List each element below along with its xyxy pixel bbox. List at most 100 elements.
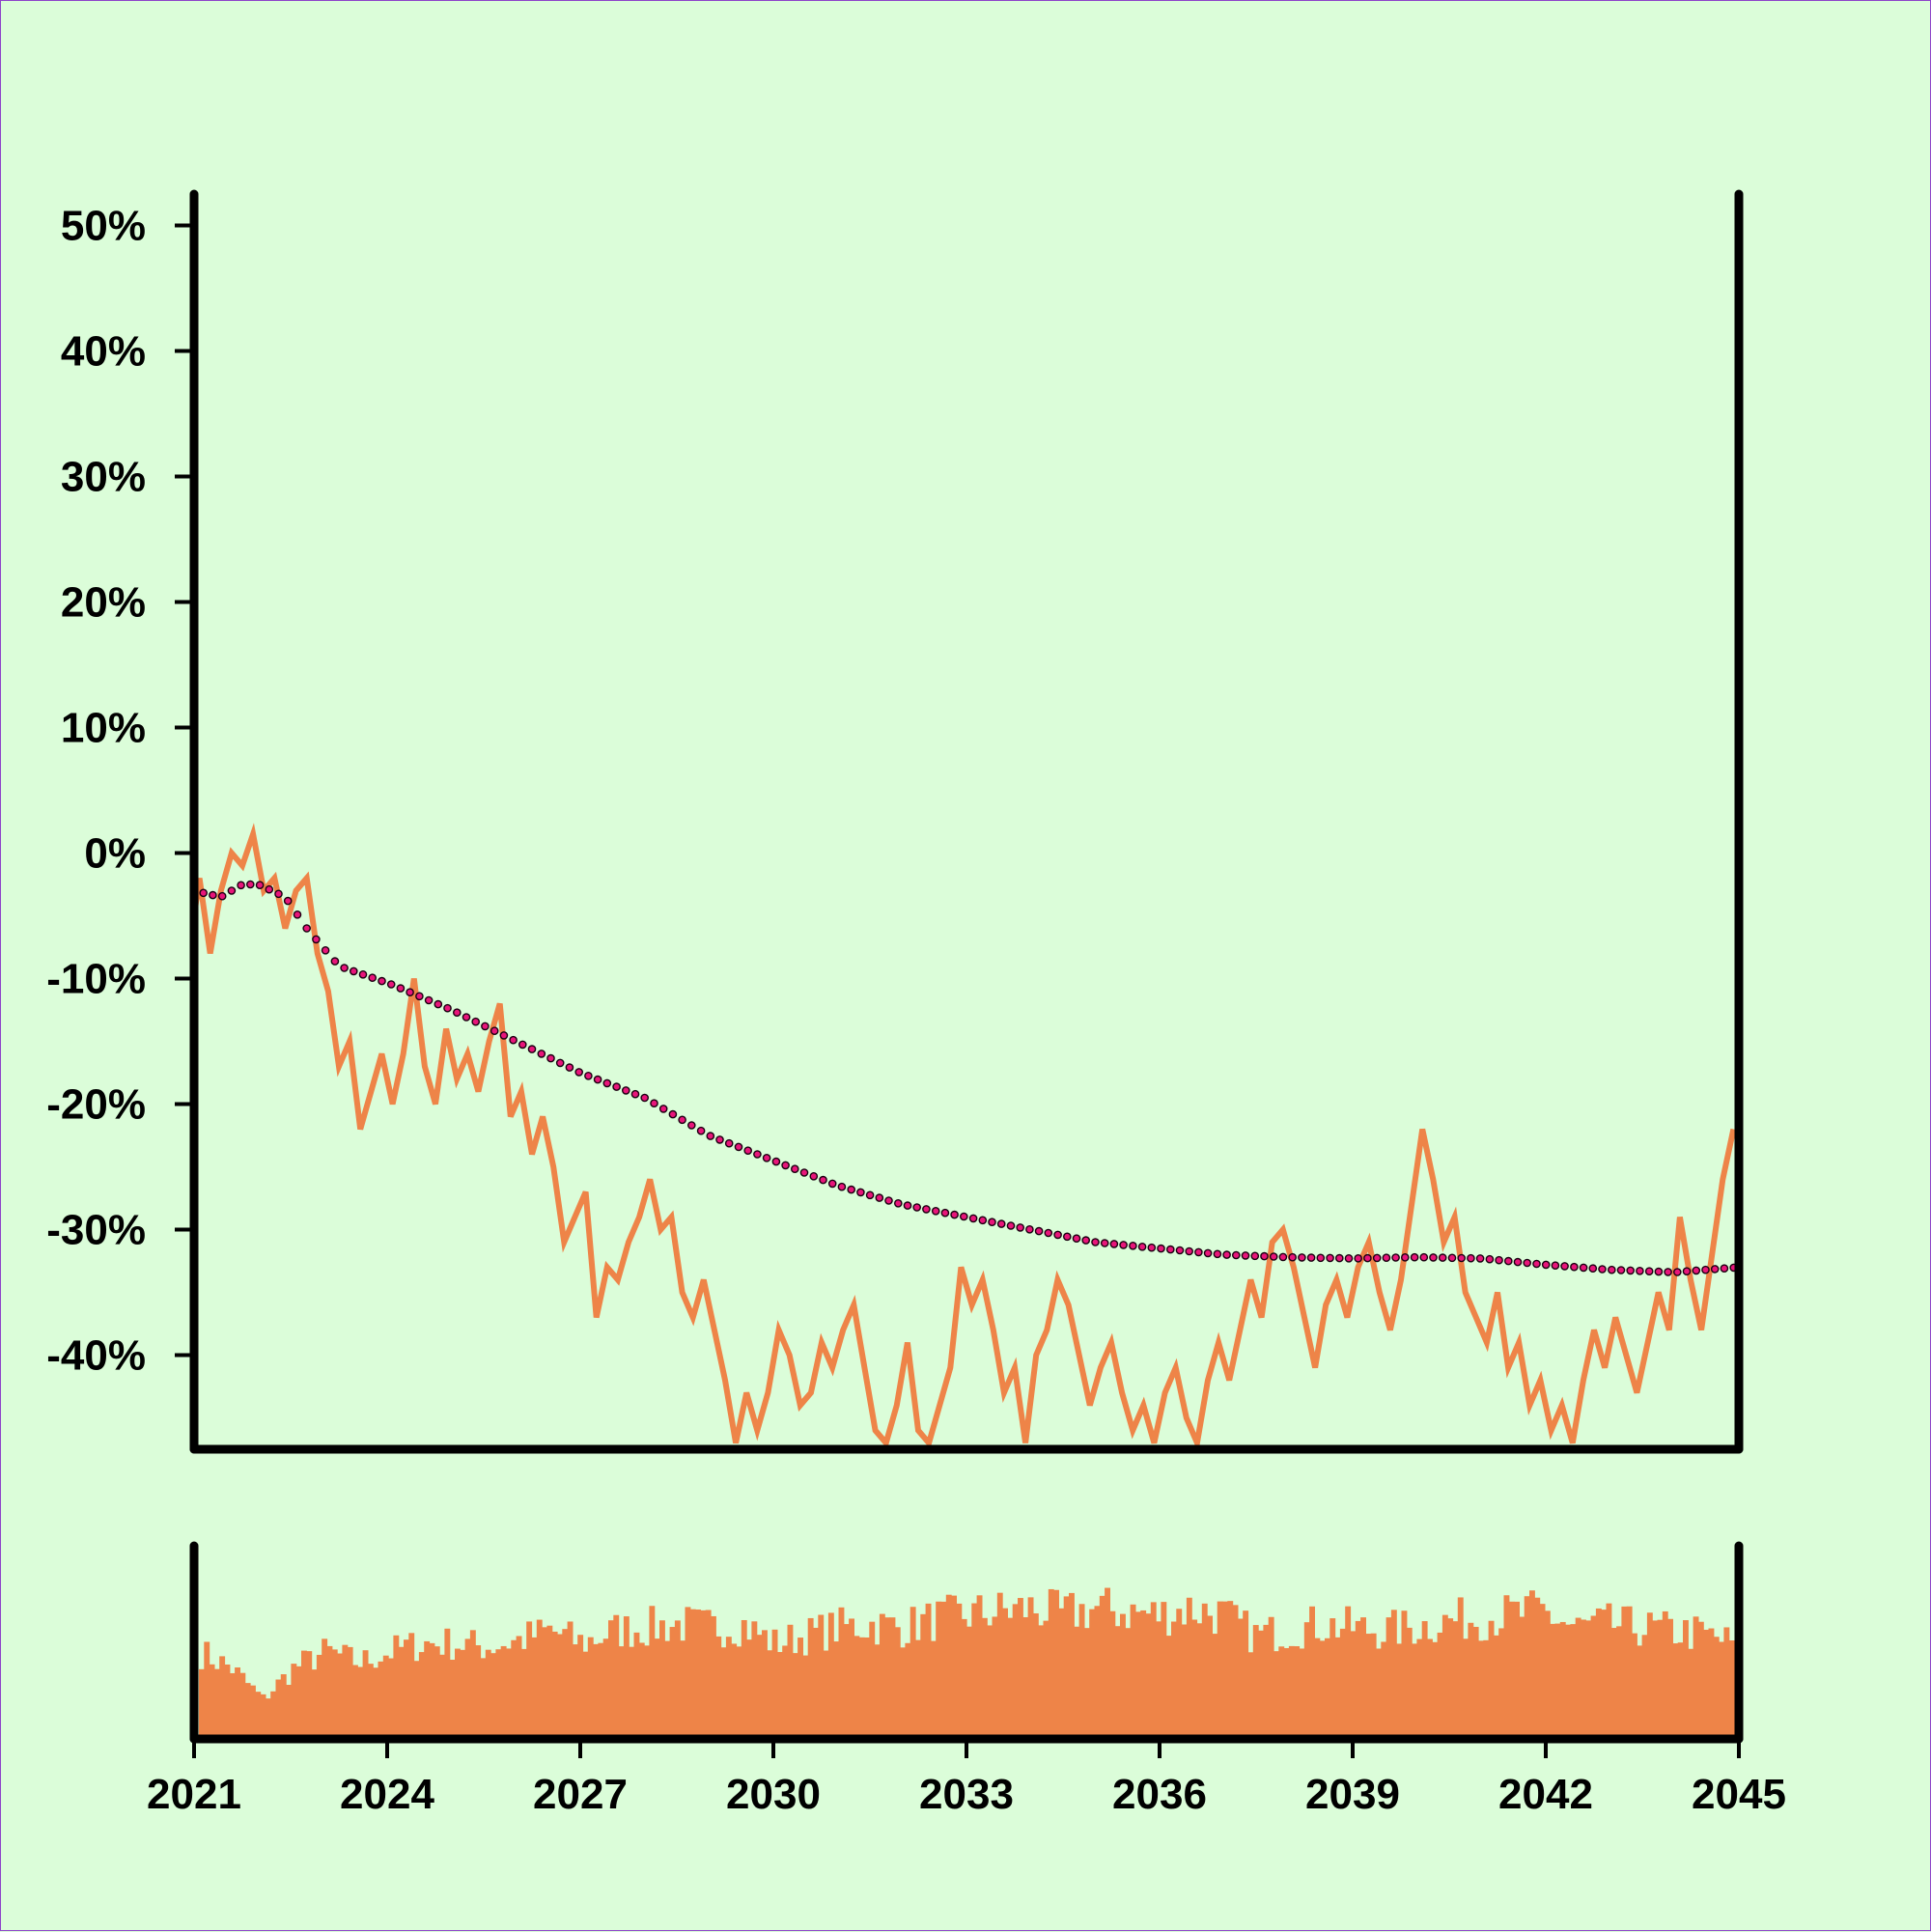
volume-bar bbox=[1299, 1648, 1305, 1739]
trend-dot bbox=[791, 1164, 799, 1173]
trend-dot bbox=[1616, 1266, 1626, 1274]
volume-bar bbox=[388, 1658, 394, 1739]
volume-bar bbox=[1657, 1619, 1664, 1739]
y-tick-label: 30% bbox=[61, 454, 146, 501]
volume-bar bbox=[1728, 1640, 1735, 1739]
trend-dot bbox=[312, 935, 321, 944]
volume-bar bbox=[536, 1619, 543, 1739]
volume-bar bbox=[316, 1654, 322, 1739]
volume-bar bbox=[756, 1635, 763, 1739]
trend-dot bbox=[1701, 1265, 1710, 1274]
volume-bar bbox=[1007, 1617, 1014, 1739]
trend-dot bbox=[996, 1219, 1006, 1228]
volume-bar bbox=[1441, 1614, 1448, 1739]
volume-bar bbox=[1493, 1635, 1499, 1739]
volume-bar bbox=[1222, 1601, 1228, 1739]
trend-dot bbox=[274, 889, 283, 899]
volume-bar bbox=[557, 1634, 563, 1739]
trend-dot bbox=[1579, 1263, 1588, 1273]
trend-dot bbox=[1278, 1252, 1288, 1262]
trend-dot bbox=[1570, 1262, 1579, 1272]
y-tick-label: 20% bbox=[61, 579, 146, 627]
volume-bar bbox=[771, 1629, 778, 1739]
volume-bar bbox=[1156, 1621, 1161, 1739]
volume-bar bbox=[404, 1639, 409, 1739]
trend-dot bbox=[847, 1185, 856, 1194]
volume-bar bbox=[367, 1664, 374, 1739]
volume-bar bbox=[910, 1607, 916, 1739]
volume-bar bbox=[869, 1621, 876, 1739]
volume-bar bbox=[531, 1637, 538, 1739]
volume-bar bbox=[500, 1645, 507, 1739]
trend-dot bbox=[668, 1109, 678, 1119]
volume-bar bbox=[567, 1621, 574, 1739]
volume-bar bbox=[460, 1649, 466, 1739]
trend-dot bbox=[1372, 1253, 1382, 1263]
x-tick-label: 2042 bbox=[1498, 1771, 1593, 1818]
volume-bar bbox=[1207, 1615, 1213, 1739]
trend-dot bbox=[378, 976, 386, 986]
trend-dot bbox=[1588, 1264, 1598, 1273]
volume-bar bbox=[741, 1619, 747, 1739]
volume-bar bbox=[439, 1654, 445, 1739]
x-tick-label: 2033 bbox=[919, 1771, 1014, 1818]
volume-bar bbox=[444, 1628, 451, 1739]
volume-bar bbox=[1483, 1639, 1490, 1739]
volume-bar bbox=[1697, 1621, 1704, 1739]
volume-bar bbox=[1309, 1606, 1315, 1739]
volume-bar bbox=[1544, 1610, 1551, 1739]
trend-dot bbox=[1306, 1253, 1316, 1262]
trend-dot bbox=[1091, 1238, 1100, 1246]
trend-dot bbox=[434, 999, 443, 1009]
volume-bar bbox=[1601, 1610, 1608, 1739]
trend-dot bbox=[406, 988, 414, 996]
trend-dot bbox=[490, 1026, 499, 1035]
volume-bar bbox=[976, 1595, 983, 1739]
volume-bar bbox=[1099, 1595, 1105, 1739]
volume-bar bbox=[1688, 1648, 1694, 1739]
volume-bar bbox=[792, 1653, 798, 1739]
volume-bar bbox=[1432, 1641, 1439, 1739]
volume-bar bbox=[705, 1610, 712, 1739]
volume-bar bbox=[1283, 1647, 1290, 1739]
trend-dot bbox=[1504, 1256, 1513, 1266]
trend-dot bbox=[1175, 1246, 1185, 1255]
trend-dot bbox=[1485, 1254, 1495, 1264]
trend-dot bbox=[875, 1193, 884, 1202]
volume-bar bbox=[1632, 1633, 1637, 1739]
volume-bar bbox=[1610, 1628, 1617, 1739]
volume-bar bbox=[1196, 1623, 1203, 1739]
volume-bar bbox=[1529, 1590, 1535, 1739]
trend-dot bbox=[1241, 1251, 1250, 1260]
volume-bar bbox=[1376, 1648, 1382, 1739]
trend-dot bbox=[819, 1175, 827, 1185]
trend-dot bbox=[640, 1093, 650, 1103]
y-tick-label: 50% bbox=[61, 203, 146, 250]
volume-bar bbox=[623, 1616, 630, 1739]
volume-bar bbox=[362, 1650, 369, 1739]
volume-bar bbox=[1401, 1610, 1408, 1739]
volume-bar bbox=[858, 1637, 865, 1739]
trend-dot bbox=[894, 1199, 903, 1208]
volume-bar bbox=[250, 1685, 256, 1739]
volume-bar bbox=[455, 1648, 461, 1739]
volume-bar bbox=[695, 1610, 701, 1739]
trend-dot bbox=[340, 964, 349, 972]
volume-bar bbox=[1273, 1651, 1279, 1739]
y-tick-label: -20% bbox=[46, 1081, 146, 1129]
trend-dot bbox=[1419, 1252, 1429, 1262]
volume-bar bbox=[413, 1661, 420, 1739]
volume-bar bbox=[736, 1646, 742, 1739]
trend-dot bbox=[1495, 1255, 1503, 1265]
volume-bar bbox=[1043, 1620, 1049, 1739]
trend-dot bbox=[912, 1203, 922, 1212]
volume-bar bbox=[306, 1651, 313, 1739]
trend-dot bbox=[546, 1053, 555, 1063]
trend-dot bbox=[837, 1182, 847, 1191]
trend-dot bbox=[1288, 1252, 1297, 1262]
volume-bar bbox=[1472, 1626, 1479, 1739]
trend-dot bbox=[471, 1017, 481, 1026]
volume-bar bbox=[506, 1648, 512, 1739]
volume-bar bbox=[449, 1660, 456, 1739]
